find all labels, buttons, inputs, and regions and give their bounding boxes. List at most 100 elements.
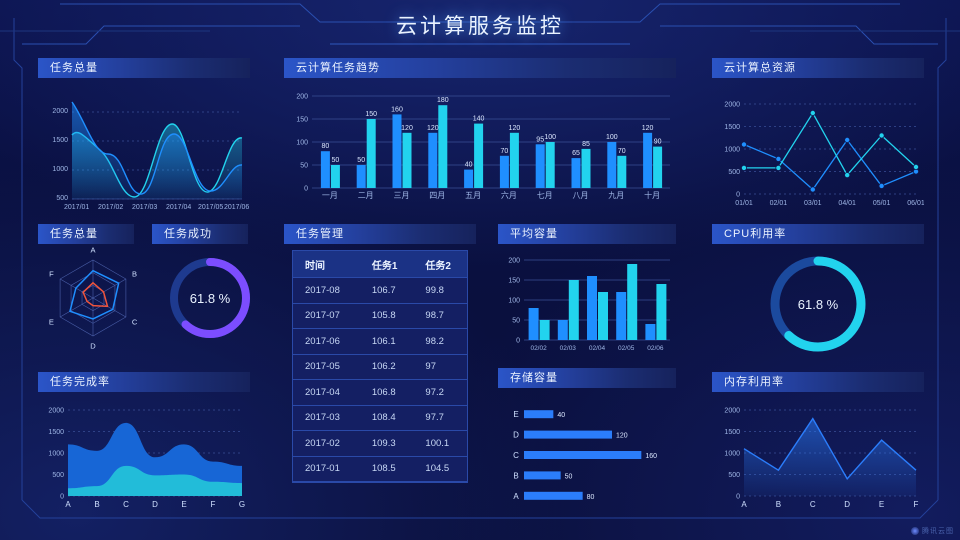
svg-text:02/02: 02/02 (530, 345, 547, 352)
svg-text:C: C (132, 318, 138, 327)
svg-text:D: D (513, 431, 519, 440)
svg-text:F: F (211, 500, 216, 509)
table-row[interactable]: 2017-01 108.5 104.5 (293, 456, 467, 482)
svg-text:2000: 2000 (724, 102, 740, 109)
svg-text:0: 0 (736, 192, 740, 199)
svg-text:02/06: 02/06 (647, 345, 664, 352)
svg-text:02/03: 02/03 (560, 345, 577, 352)
svg-text:三月: 三月 (394, 191, 410, 200)
panel-task-complete: 任务完成率 0 500 1000 1500 2000 A B C D E F G (38, 372, 250, 524)
svg-text:160: 160 (645, 453, 657, 460)
panel-avg-capacity: 平均容量 0 50 100 150 200 80 50 02/02 50 150 02/03 160 1… (498, 224, 676, 366)
svg-text:02/01: 02/01 (770, 200, 788, 207)
table-row[interactable]: 2017-04 106.8 97.2 (293, 379, 467, 406)
x-tick: 2017/01 (64, 204, 90, 211)
svg-text:100: 100 (544, 134, 556, 141)
table-cell: 2017-03 (293, 405, 360, 431)
chart-cpu-usage[interactable]: 61.8 % (712, 244, 924, 366)
svg-text:140: 140 (473, 116, 485, 123)
svg-text:40: 40 (557, 412, 565, 419)
svg-text:70: 70 (618, 148, 626, 155)
svg-text:80: 80 (322, 143, 330, 150)
table-row[interactable]: 2017-03 108.4 97.7 (293, 405, 467, 431)
table-task-manage[interactable]: 时间 任务1 任务2 2017-08 106.7 99.8 2017-07 105.8 98.… (292, 250, 468, 483)
svg-text:1000: 1000 (724, 451, 740, 458)
panel-title-cpu-usage: CPU利用率 (712, 224, 924, 244)
svg-text:2000: 2000 (48, 408, 64, 415)
table-row[interactable]: 2017-08 106.7 99.8 (293, 277, 467, 304)
table-cell: 106.1 (359, 328, 414, 355)
svg-text:二月: 二月 (358, 191, 374, 200)
table-cell: 2017-04 (293, 379, 360, 406)
svg-text:100: 100 (508, 298, 520, 305)
table-cell: 106.2 (359, 354, 414, 380)
svg-text:95: 95 (536, 136, 544, 143)
svg-text:2000: 2000 (724, 408, 740, 415)
panel-task-manage: 任务管理 时间 任务1 任务2 2017-08 106.7 99.8 2017-07 105… (284, 224, 476, 483)
chart-task-total-trend[interactable]: 2000 1500 1000 500 0 2017/01 2017/02 201… (38, 78, 250, 226)
table-cell: 2017-02 (293, 430, 360, 457)
x-tick: 2017/02 (98, 204, 124, 211)
table-row[interactable]: 2017-06 106.1 98.2 (293, 328, 467, 355)
svg-text:九月: 九月 (608, 191, 624, 200)
svg-text:120: 120 (621, 288, 622, 289)
table-cell: 108.4 (359, 405, 414, 431)
svg-text:D: D (90, 342, 96, 351)
svg-text:61.8 %: 61.8 % (190, 291, 231, 306)
panel-title-memory-usage: 内存利用率 (712, 372, 924, 392)
svg-text:120: 120 (427, 125, 439, 132)
svg-text:E: E (181, 500, 186, 509)
panel-title-cloud-task-trend: 云计算任务趋势 (284, 58, 676, 78)
svg-text:90: 90 (654, 139, 662, 146)
svg-text:100: 100 (296, 140, 308, 147)
table-row[interactable]: 2017-07 105.8 98.7 (293, 303, 467, 329)
svg-text:1500: 1500 (724, 124, 740, 131)
svg-text:500: 500 (52, 472, 64, 479)
svg-text:G: G (239, 500, 245, 509)
table-cell: 98.7 (413, 303, 467, 329)
panel-title-task-manage: 任务管理 (284, 224, 476, 244)
svg-text:06/01: 06/01 (907, 200, 924, 207)
svg-text:150: 150 (508, 278, 520, 285)
chart-task-total-radar[interactable]: A B C D E F (38, 246, 148, 356)
table-cell: 97 (413, 354, 467, 380)
table-col-0: 时间 (293, 251, 360, 278)
table-cell: 100.1 (413, 430, 467, 457)
svg-text:1500: 1500 (48, 429, 64, 436)
x-tick: 2017/05 (198, 204, 224, 211)
table-col-1: 任务1 (359, 251, 414, 278)
svg-text:十月: 十月 (644, 190, 660, 200)
svg-text:八月: 八月 (573, 191, 589, 200)
panel-cloud-total-res: 云计算总资源 0 500 1000 1500 2000 01/01 02/01 03/01 04… (712, 58, 924, 226)
table-row[interactable]: 2017-02 109.3 100.1 (293, 430, 467, 457)
table-cell: 99.8 (413, 277, 467, 304)
svg-text:500: 500 (728, 169, 740, 176)
panel-cloud-task-trend: 云计算任务趋势 0 50 100 150 200 80 50 一月 50 150 二月 160 120 三… (284, 58, 676, 226)
svg-text:150: 150 (365, 111, 377, 118)
svg-text:0: 0 (60, 494, 64, 501)
svg-text:C: C (513, 451, 519, 460)
panel-title-task-total-radar: 任务总量 (38, 224, 134, 244)
chart-storage-capacity[interactable]: E 40 D 120 C 160 B 50 A 80 (498, 388, 676, 516)
panel-memory-usage: 内存利用率 0 500 1000 1500 2000 A B C D E F (712, 372, 924, 524)
table-cell: 105.8 (359, 303, 414, 329)
table-row[interactable]: 2017-05 106.2 97 (293, 354, 467, 380)
table-cell: 2017-06 (293, 328, 360, 355)
svg-text:03/01: 03/01 (804, 200, 822, 207)
svg-text:D: D (844, 500, 850, 509)
chart-task-complete[interactable]: 0 500 1000 1500 2000 A B C D E F G (38, 392, 250, 524)
table-cell: 109.3 (359, 430, 414, 457)
chart-task-success[interactable]: 61.8 % (160, 248, 260, 348)
chart-memory-usage[interactable]: 0 500 1000 1500 2000 A B C D E F (712, 392, 924, 524)
svg-text:120: 120 (509, 125, 521, 132)
chart-avg-capacity[interactable]: 0 50 100 150 200 80 50 02/02 50 150 02/03 160 120 02/… (498, 244, 676, 366)
panel-title-task-success: 任务成功 (152, 224, 248, 244)
svg-text:E: E (879, 500, 884, 509)
svg-text:150: 150 (574, 276, 575, 277)
svg-text:50: 50 (300, 163, 308, 170)
chart-cloud-task-trend[interactable]: 0 50 100 150 200 80 50 一月 50 150 二月 160 120 三月 120 180 四… (284, 78, 676, 226)
chart-cloud-total-res[interactable]: 0 500 1000 1500 2000 01/01 02/01 03/01 04/01 05/0… (712, 78, 924, 226)
svg-text:四月: 四月 (429, 191, 445, 200)
svg-text:200: 200 (508, 258, 520, 265)
panel-title-task-total-trend: 任务总量 (38, 58, 250, 78)
